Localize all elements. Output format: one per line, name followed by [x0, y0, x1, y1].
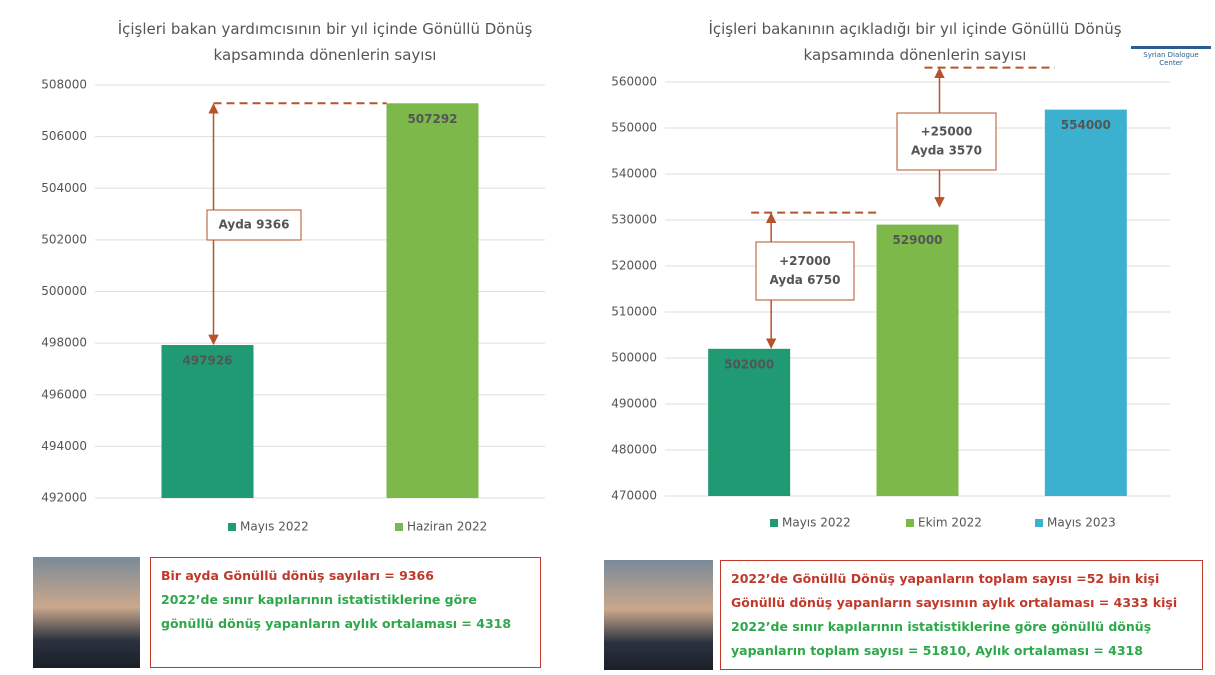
annotation-box [755, 241, 855, 301]
data-label: 497926 [182, 354, 232, 368]
y-tick-label: 504000 [41, 181, 87, 195]
y-tick-label: 492000 [41, 491, 87, 505]
bar [161, 345, 254, 498]
y-tick-label: 500000 [41, 284, 87, 298]
y-tick-label: 550000 [611, 121, 657, 135]
annotation-box [896, 112, 997, 171]
y-tick-label: 490000 [611, 397, 657, 411]
annotation: Ayda 6750 [770, 273, 841, 287]
y-tick-label: 500000 [611, 351, 657, 365]
annotation: +27000 [779, 254, 831, 268]
note-box: Bir ayda Gönüllü dönüş sayıları = 9366 20… [150, 557, 541, 668]
data-label: 529000 [892, 233, 942, 247]
legend-swatch [228, 523, 236, 531]
legend-label: Ekim 2022 [918, 516, 982, 530]
logo-mark [1131, 2, 1211, 49]
chart-title: İçişleri bakan yardımcısının bir yıl içi… [117, 20, 533, 64]
note-box: 2022’de Gönüllü Dönüş yapanların toplam … [720, 560, 1203, 670]
y-tick-label: 506000 [41, 129, 87, 143]
note-line: Gönüllü dönüş yapanların sayısının aylık… [731, 595, 1178, 610]
legend-label: Mayıs 2022 [240, 520, 309, 534]
logo-text: Syrian Dialogue Center [1143, 51, 1199, 67]
data-label: 502000 [724, 357, 774, 371]
legend-swatch [395, 523, 403, 531]
bar [876, 224, 959, 496]
y-tick-label: 510000 [611, 305, 657, 319]
note-line: 2022’de sınır kapılarının istatistikleri… [731, 619, 1152, 658]
annotation: Ayda 3570 [911, 144, 982, 158]
photo [604, 560, 713, 670]
data-label: 554000 [1061, 118, 1111, 132]
y-tick-label: 480000 [611, 443, 657, 457]
data-label: 507292 [407, 112, 457, 126]
y-tick-label: 502000 [41, 232, 87, 246]
y-tick-label: 470000 [611, 489, 657, 503]
logo: Syrian Dialogue Center [1131, 2, 1211, 67]
legend-label: Mayıs 2023 [1047, 516, 1116, 530]
legend-label: Mayıs 2022 [782, 516, 851, 530]
y-tick-label: 530000 [611, 213, 657, 227]
legend-swatch [1035, 519, 1043, 527]
note-line: 2022’de sınır kapılarının istatistikleri… [161, 592, 512, 631]
y-tick-label: 498000 [41, 336, 87, 350]
legend-label: Haziran 2022 [407, 520, 487, 534]
y-tick-label: 508000 [41, 78, 87, 92]
chart-title: İçişleri bakanının açıkladığı bir yıl iç… [708, 20, 1122, 64]
legend-swatch [770, 519, 778, 527]
y-tick-label: 494000 [41, 439, 87, 453]
note-line: Bir ayda Gönüllü dönüş sayıları = 9366 [161, 568, 434, 583]
bar [708, 348, 791, 496]
y-tick-label: 520000 [611, 259, 657, 273]
y-tick-label: 540000 [611, 167, 657, 181]
y-tick-label: 496000 [41, 387, 87, 401]
bar [1044, 109, 1127, 496]
photo [33, 557, 140, 668]
bar [386, 103, 479, 498]
note-line: 2022’de Gönüllü Dönüş yapanların toplam … [731, 571, 1160, 586]
y-tick-label: 560000 [611, 75, 657, 89]
annotation: Ayda 9366 [219, 218, 290, 232]
legend-swatch [906, 519, 914, 527]
annotation: +25000 [921, 125, 973, 139]
annotation-box [206, 209, 302, 241]
